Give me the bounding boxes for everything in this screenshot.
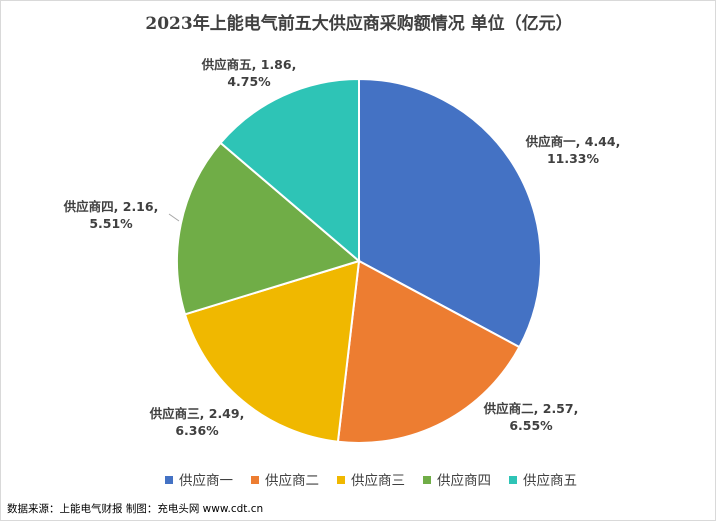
legend-label-1: 供应商一	[179, 472, 233, 489]
legend-label-5: 供应商五	[523, 472, 577, 489]
pie-slices	[176, 77, 542, 444]
label-connector-4	[168, 213, 180, 222]
pie-slice-5	[219, 77, 360, 264]
legend-swatch-5	[509, 476, 517, 484]
data-label-5: 供应商五, 1.86, 4.75%	[201, 57, 297, 89]
legend-swatch-2	[251, 476, 259, 484]
label-connectors	[168, 213, 180, 222]
legend-item-2: 供应商二	[251, 472, 319, 489]
data-label-1: 供应商一, 4.44, 11.33%	[525, 134, 621, 166]
data-label-3: 供应商三, 2.49, 6.36%	[149, 406, 245, 438]
legend-item-5: 供应商五	[509, 472, 577, 489]
legend-swatch-3	[337, 476, 345, 484]
legend-item-4: 供应商四	[423, 472, 491, 489]
footer: 数据来源：上能电气财报 制图：充电头网 www.cdt.cn	[7, 501, 263, 516]
chart-title: 2023年上能电气前五大供应商采购额情况 单位（亿元）	[145, 14, 573, 34]
data-label-4: 供应商四, 2.16, 5.51%	[63, 199, 159, 231]
legend-swatch-4	[423, 476, 431, 484]
legend: 供应商一 供应商二 供应商三 供应商四 供应商五	[165, 472, 577, 489]
pie-slice-1	[358, 77, 542, 349]
legend-label-3: 供应商三	[351, 472, 405, 489]
legend-item-3: 供应商三	[337, 472, 405, 489]
pie-slice-3	[183, 259, 361, 443]
legend-item-1: 供应商一	[165, 472, 233, 489]
source-note: 数据来源：上能电气财报	[7, 503, 123, 515]
data-labels: 供应商一, 4.44, 11.33% 供应商二, 2.57, 6.55% 供应商三, 2…	[63, 57, 621, 438]
legend-swatch-1	[165, 476, 173, 484]
producer-note: 制图：充电头网 www.cdt.cn	[125, 503, 264, 515]
pie-slice-4	[176, 141, 362, 316]
legend-label-4: 供应商四	[437, 472, 491, 489]
legend-label-2: 供应商二	[265, 472, 319, 489]
pie-slice-2	[336, 259, 521, 444]
data-label-2: 供应商二, 2.57, 6.55%	[483, 401, 579, 433]
